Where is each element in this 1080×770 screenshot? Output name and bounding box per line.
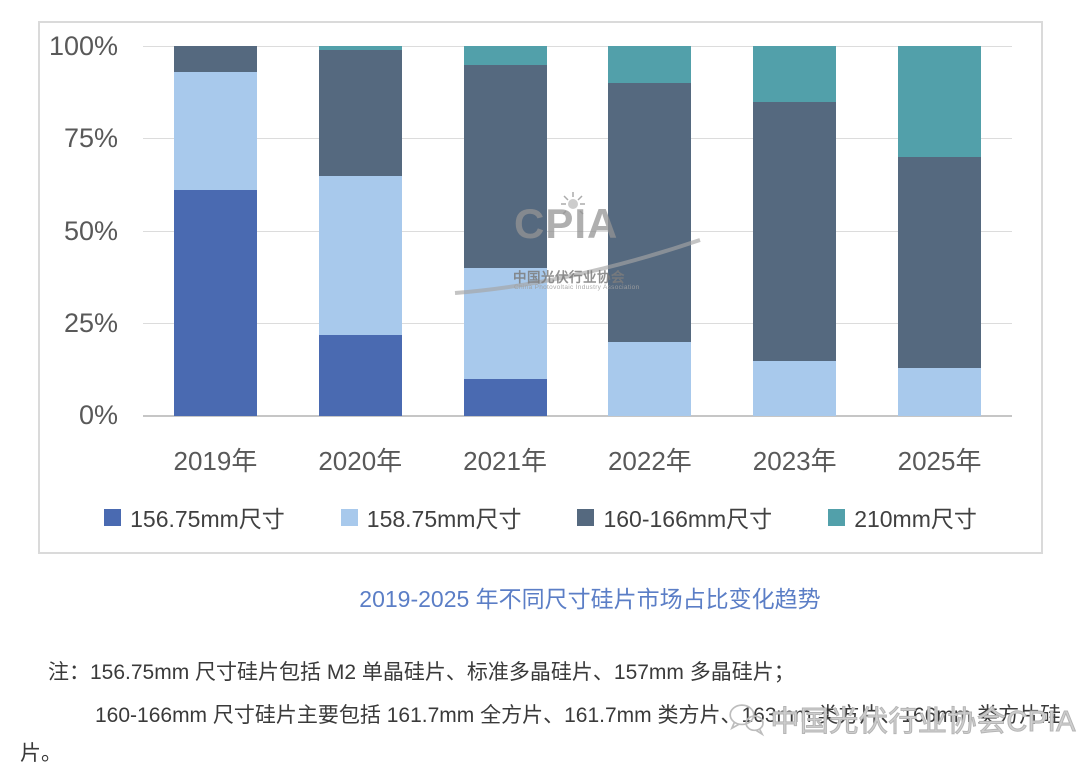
ytick-0: 0% xyxy=(78,400,118,430)
stacked-bar-2025年 xyxy=(898,46,982,416)
bar-segment-160-166mm尺寸 xyxy=(318,49,402,176)
gridline-50 xyxy=(143,231,1012,232)
legend-label-160-166: 160-166mm尺寸 xyxy=(603,506,773,532)
plot-area xyxy=(143,46,1012,416)
legend-swatch-210 xyxy=(828,508,846,526)
legend-item-160-166: 160-166mm尺寸 xyxy=(577,500,772,534)
legend-swatch-156 xyxy=(104,508,122,526)
bar-slot-2020年 xyxy=(288,46,433,416)
legend-item-156: 156.75mm尺寸 xyxy=(104,500,285,534)
note-line-2: 160-166mm 尺寸硅片主要包括 161.7mm 全方片、161.7mm 类… xyxy=(95,704,1062,727)
bar-segment-160-166mm尺寸 xyxy=(173,46,257,72)
stacked-bar-2022年 xyxy=(608,46,692,416)
bar-segment-156.75mm尺寸 xyxy=(318,334,402,416)
gridline-75 xyxy=(143,138,1012,139)
legend-swatch-158 xyxy=(340,508,358,526)
xlabel-2022: 2022年 xyxy=(607,446,692,476)
xlabel-2025: 2025年 xyxy=(897,446,982,476)
xlabel-2020: 2020年 xyxy=(318,446,403,476)
legend-label-210: 210mm尺寸 xyxy=(854,506,977,532)
ytick-25: 25% xyxy=(63,308,118,338)
bar-segment-156.75mm尺寸 xyxy=(463,379,547,416)
stacked-bar-2021年 xyxy=(463,46,547,416)
bar-slot-2023年 xyxy=(722,46,867,416)
xlabel-2019: 2019年 xyxy=(173,446,258,476)
legend-item-210: 210mm尺寸 xyxy=(828,500,977,534)
gridline-100 xyxy=(143,46,1012,47)
x-axis-labels: 2019年 2020年 2021年 2022年 2023年 2025年 xyxy=(143,441,1012,478)
ytick-100: 100% xyxy=(48,31,118,61)
xlabel-2021: 2021年 xyxy=(463,446,547,476)
note-line-3: 片。 xyxy=(20,742,62,765)
bar-slot-2021年 xyxy=(433,46,578,416)
bar-segment-160-166mm尺寸 xyxy=(753,101,837,361)
note-line-1: 注：156.75mm 尺寸硅片包括 M2 单晶硅片、标准多晶硅片、157mm 多… xyxy=(48,661,795,684)
ytick-50: 50% xyxy=(63,216,118,246)
chart-legend: 156.75mm尺寸 158.75mm尺寸 160-166mm尺寸 210mm尺… xyxy=(40,500,1041,534)
bar-slot-2019年 xyxy=(143,46,288,416)
axis-baseline xyxy=(143,415,1012,417)
bar-segment-210mm尺寸 xyxy=(898,46,982,158)
gridline-25 xyxy=(143,323,1012,324)
bar-segment-210mm尺寸 xyxy=(608,46,692,83)
bar-segment-158.75mm尺寸 xyxy=(463,268,547,379)
bar-segment-210mm尺寸 xyxy=(463,46,547,65)
ytick-75: 75% xyxy=(63,123,118,153)
bar-slot-2025年 xyxy=(867,46,1012,416)
bar-segment-158.75mm尺寸 xyxy=(173,71,257,191)
bar-segment-156.75mm尺寸 xyxy=(173,190,257,416)
bar-segment-210mm尺寸 xyxy=(318,46,402,50)
chart-caption: 2019-2025 年不同尺寸硅片市场占比变化趋势 xyxy=(359,586,821,612)
legend-item-158: 158.75mm尺寸 xyxy=(340,500,522,534)
bar-slot-2022年 xyxy=(577,46,722,416)
bar-segment-210mm尺寸 xyxy=(753,46,837,102)
bar-segment-160-166mm尺寸 xyxy=(898,157,982,368)
bar-segment-160-166mm尺寸 xyxy=(608,83,692,342)
stacked-bar-2019年 xyxy=(173,46,257,416)
xlabel-2023: 2023年 xyxy=(752,446,837,476)
bar-segment-158.75mm尺寸 xyxy=(898,367,982,416)
legend-label-156: 156.75mm尺寸 xyxy=(130,506,285,532)
legend-label-158: 158.75mm尺寸 xyxy=(366,506,522,532)
stacked-bar-2023年 xyxy=(753,46,837,416)
bar-segment-158.75mm尺寸 xyxy=(753,360,837,416)
bar-segment-158.75mm尺寸 xyxy=(608,342,692,416)
bar-segment-158.75mm尺寸 xyxy=(318,175,402,335)
stacked-bar-2020年 xyxy=(318,46,402,416)
legend-swatch-160-166 xyxy=(577,508,595,526)
bar-segment-160-166mm尺寸 xyxy=(463,64,547,268)
